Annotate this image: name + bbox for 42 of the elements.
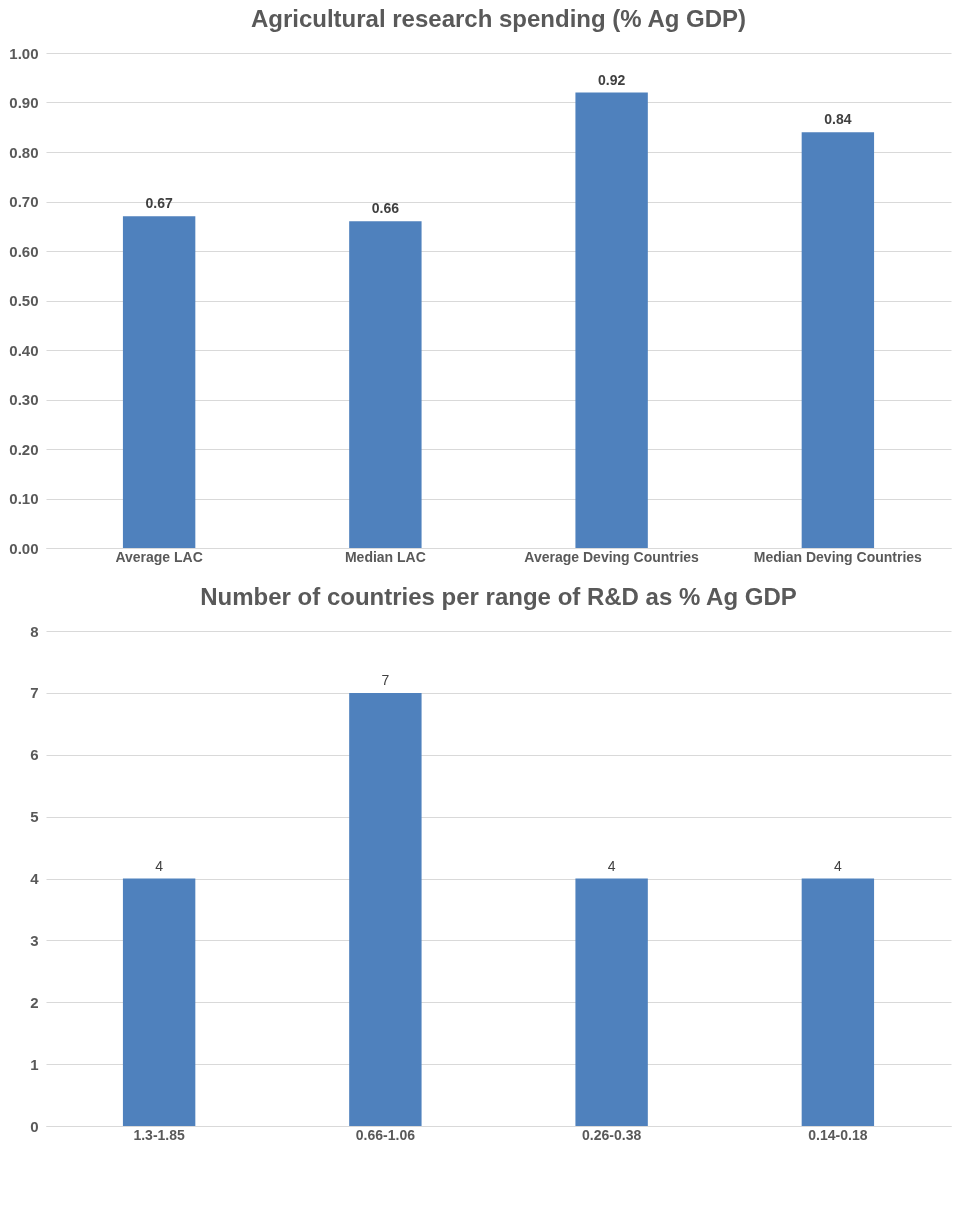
data-label: 0.84 [824,111,852,128]
x-tick-label: 0.66-1.06 [355,1126,416,1143]
bar [349,221,422,548]
x-tick-label: 0.14-0.18 [808,1126,868,1143]
data-label: 7 [381,671,390,688]
y-tick-label: 1 [30,1055,39,1073]
y-tick-label: 4 [30,870,40,887]
y-tick-label: 0.20 [9,440,39,458]
y-tick-label: 3 [30,931,39,949]
y-tick-label: 0.30 [9,391,39,408]
y-tick-label: 0.40 [9,341,39,359]
data-label: 4 [607,857,616,874]
chart-title: Number of countries per range of R&D as % Ag GDP [200,583,797,610]
y-tick-label: 0.50 [9,292,39,309]
data-label: 0.92 [598,71,626,88]
data-label: 4 [833,857,842,874]
x-tick-label: Median Deving Countries [753,548,923,565]
y-tick-label: 0.60 [9,242,39,260]
x-tick-label: Average Deving Countries [524,548,700,565]
x-tick-label: Average LAC [115,548,203,565]
data-label: 0.67 [145,195,173,212]
y-tick-label: 8 [30,622,39,640]
x-tick-label: Median LAC [344,548,426,565]
y-tick-label: 5 [30,808,39,826]
bar [575,92,648,548]
bar [801,132,875,548]
y-tick-label: 0.80 [9,143,39,161]
y-tick-label: 2 [30,993,39,1011]
x-tick-label: 0.26-0.38 [582,1126,642,1143]
bar [122,216,196,548]
y-tick-label: 0.90 [9,94,39,111]
y-tick-label: 0 [30,1117,39,1135]
y-tick-label: 7 [30,684,39,702]
y-tick-label: 0.00 [9,539,39,557]
data-label: 4 [155,857,164,874]
y-tick-label: 6 [30,746,39,764]
y-tick-label: 0.10 [9,490,39,507]
y-tick-label: 0.70 [9,193,39,210]
chart-title: Agricultural research spending (% Ag GDP) [250,5,747,32]
y-tick-label: 1.00 [9,44,39,62]
x-tick-label: 1.3-1.85 [133,1126,186,1143]
data-label: 0.66 [371,200,400,217]
